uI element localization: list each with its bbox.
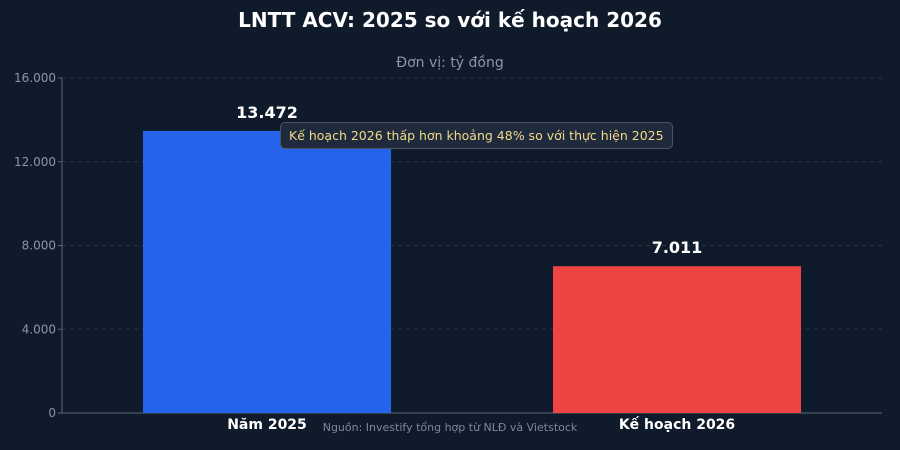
- y-tick-label: 16.000: [14, 71, 56, 85]
- y-tick-label: 8.000: [22, 239, 56, 253]
- chart-annotation: Kế hoạch 2026 thấp hơn khoảng 48% so với…: [280, 122, 673, 149]
- y-tick-label: 4.000: [22, 322, 56, 336]
- x-category-label: Kế hoạch 2026: [619, 416, 735, 433]
- chart-source: Nguồn: Investify tổng hợp từ NLĐ và Viet…: [322, 421, 578, 434]
- chart-title: LNTT ACV: 2025 so với kế hoạch 2026: [238, 8, 662, 32]
- y-tick-label: 0: [48, 406, 56, 420]
- bar: [552, 266, 802, 413]
- y-tick-label: 12.000: [14, 155, 56, 169]
- bar-value-label: 7.011: [652, 238, 703, 257]
- chart-subtitle: Đơn vị: tỷ đồng: [396, 55, 504, 71]
- bar: [142, 130, 392, 413]
- bar-value-label: 13.472: [236, 103, 298, 122]
- bars: [142, 130, 802, 413]
- labels: 13.472 Năm 2025 7.011 Kế hoạch 2026: [227, 103, 735, 433]
- x-category-label: Năm 2025: [227, 417, 307, 433]
